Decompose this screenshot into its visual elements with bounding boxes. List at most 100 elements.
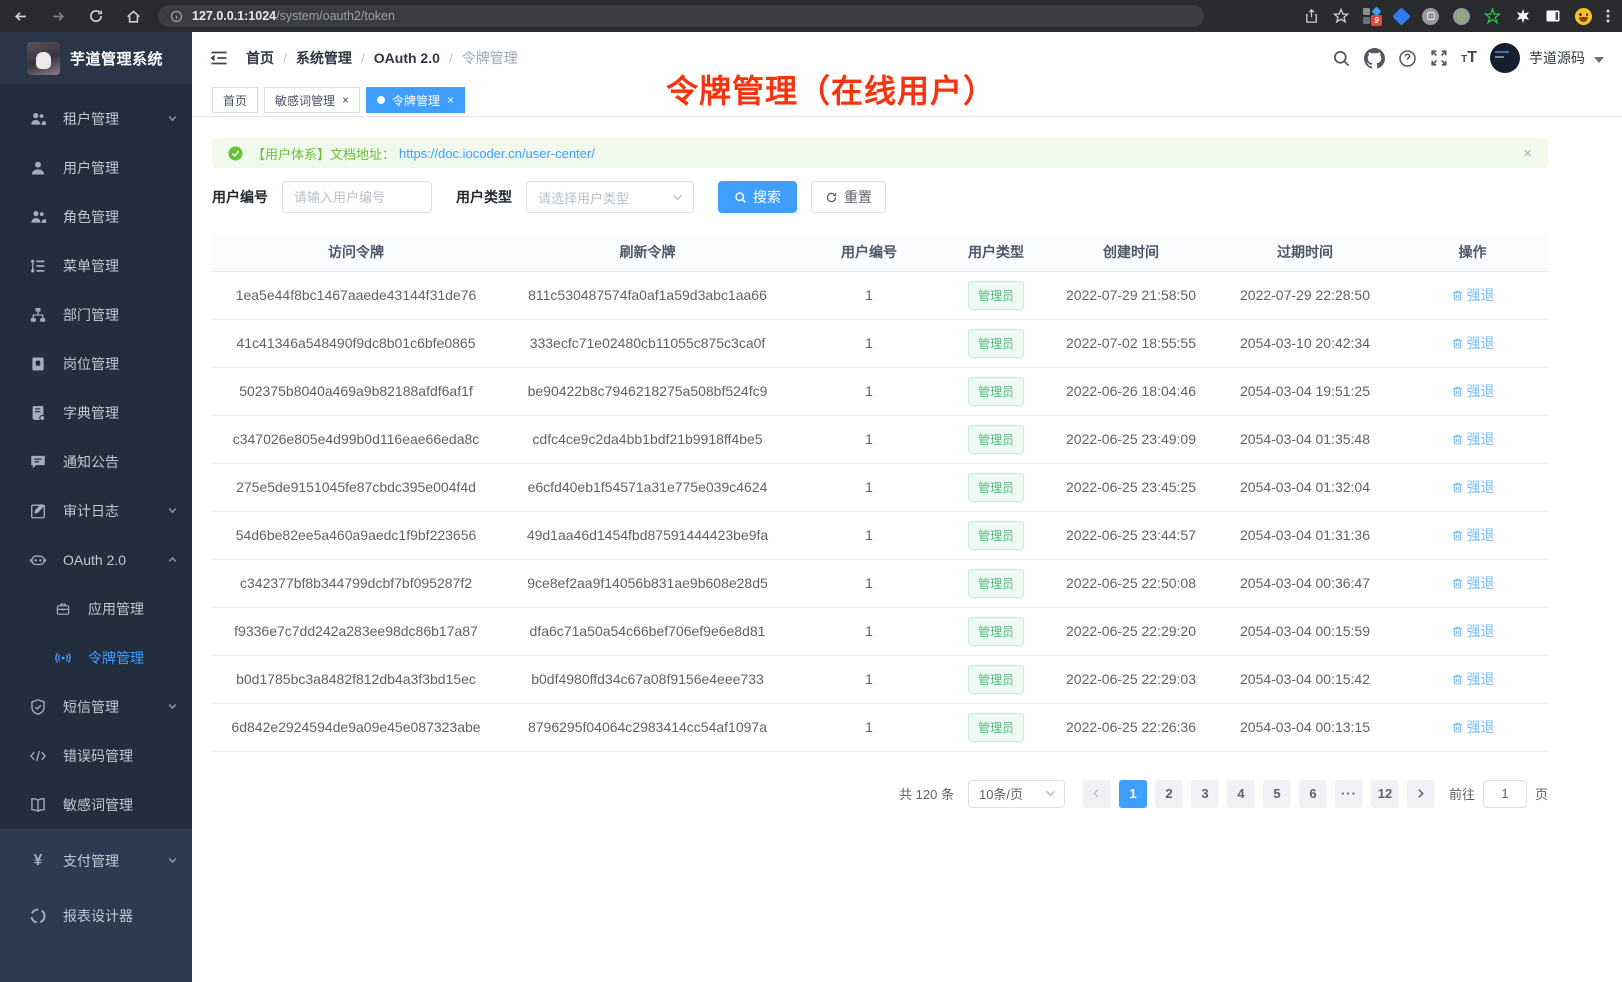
help-icon[interactable]: [1398, 49, 1417, 68]
sidebar-item-oauth2-token[interactable]: 令牌管理: [0, 633, 192, 682]
breadcrumb-item[interactable]: OAuth 2.0: [373, 50, 440, 66]
sidebar-toggle-extension-icon[interactable]: [1545, 8, 1561, 24]
tab-令牌管理[interactable]: 令牌管理 ×: [366, 87, 466, 113]
breadcrumb-item[interactable]: 首页: [246, 50, 274, 66]
sidebar-item-notice[interactable]: 通知公告: [0, 437, 192, 486]
user-type-badge: 管理员: [967, 712, 1024, 742]
force-logout-button[interactable]: 强退: [1451, 381, 1495, 401]
force-logout-button[interactable]: 强退: [1451, 429, 1495, 449]
doc-link[interactable]: https://doc.iocoder.cn/user-center/: [399, 145, 595, 161]
force-logout-button[interactable]: 强退: [1451, 477, 1495, 497]
collapse-sidebar-icon[interactable]: [209, 48, 229, 68]
browser-home-icon[interactable]: [125, 8, 142, 25]
breadcrumb-item[interactable]: 系统管理: [295, 50, 352, 66]
tab-label: 令牌管理: [392, 93, 441, 108]
user-type-badge: 管理员: [967, 664, 1024, 694]
page-ellipsis[interactable]: ···: [1334, 779, 1363, 808]
trash-icon: [1451, 385, 1464, 398]
tab-close-icon[interactable]: ×: [447, 93, 455, 107]
browser-bar: 127.0.0.1:1024/system/oauth2/token 9: [0, 0, 1622, 32]
prev-page-button[interactable]: [1082, 779, 1111, 808]
sidebar-item-label: 用户管理: [63, 159, 119, 176]
expire-time-cell: 2054-03-04 00:13:15: [1213, 703, 1397, 752]
success-check-icon: [228, 145, 243, 161]
sidebar-item-report-designer[interactable]: 报表设计器: [0, 888, 192, 943]
sidebar-item-menu[interactable]: 菜单管理: [0, 241, 192, 290]
sidebar-item-post[interactable]: 岗位管理: [0, 339, 192, 388]
user-type-select[interactable]: 请选择用户类型: [526, 181, 694, 213]
sidebar-item-oauth2-app[interactable]: 应用管理: [0, 584, 192, 633]
app-logo[interactable]: 芋道管理系统: [0, 32, 192, 84]
page-content: 【用户体系】文档地址： https://doc.iocoder.cn/user-…: [192, 117, 1622, 982]
sidebar-item-audit-log[interactable]: 审计日志: [0, 486, 192, 535]
next-page-button[interactable]: [1406, 779, 1435, 808]
emoji-extension-icon[interactable]: [1575, 7, 1592, 25]
sidebar-item-sms[interactable]: 短信管理: [0, 682, 192, 731]
fullscreen-icon[interactable]: [1430, 49, 1448, 67]
bookmark-star-icon[interactable]: [1333, 8, 1349, 24]
force-logout-button[interactable]: 强退: [1451, 285, 1495, 305]
force-logout-button[interactable]: 强退: [1451, 621, 1495, 641]
table-row: 6d842e2924594de9a09e45e087323abe 8796295f…: [212, 703, 1548, 752]
refresh-token-cell: 333ecfc71e02480cb11055c875c3ca0f: [500, 319, 795, 368]
oauth-icon: [29, 551, 47, 569]
site-info-icon[interactable]: [170, 10, 183, 23]
page-button-6[interactable]: 6: [1298, 779, 1327, 808]
tab-close-icon[interactable]: ×: [342, 93, 350, 107]
access-token-cell: 6d842e2924594de9a09e45e087323abe: [212, 703, 500, 752]
dot-extension-icon[interactable]: [1453, 7, 1470, 25]
page-size-select[interactable]: 10条/页: [967, 779, 1065, 808]
tab-敏感词管理[interactable]: 敏感词管理 ×: [264, 87, 361, 113]
green-star-extension-icon[interactable]: [1484, 7, 1501, 25]
sidebar-item-dict[interactable]: 字典管理: [0, 388, 192, 437]
force-logout-button[interactable]: 强退: [1451, 525, 1495, 545]
sidebar-item-sensitive-word[interactable]: 敏感词管理: [0, 780, 192, 829]
page-button-5[interactable]: 5: [1262, 779, 1291, 808]
sidebar-item-user[interactable]: 用户管理: [0, 143, 192, 192]
search-button[interactable]: 搜索: [718, 181, 797, 213]
dict-icon: [29, 404, 47, 422]
user-type-badge: 管理员: [967, 616, 1024, 646]
table-row: 1ea5e44f8bc1467aaede43144f31de76 811c5304…: [212, 271, 1548, 320]
page-button-4[interactable]: 4: [1226, 779, 1255, 808]
page-button-12[interactable]: 12: [1370, 779, 1399, 808]
sidebar-item-pay[interactable]: ¥ 支付管理: [0, 833, 192, 888]
goto-page-input[interactable]: [1482, 779, 1527, 808]
gem-extension-icon[interactable]: [1392, 6, 1411, 26]
alert-close-icon[interactable]: ×: [1523, 144, 1532, 162]
user-type-badge: 管理员: [967, 280, 1024, 310]
pinwheel-extension-icon[interactable]: [1515, 8, 1531, 24]
command-extension-icon[interactable]: [1422, 7, 1439, 25]
force-logout-button[interactable]: 强退: [1451, 717, 1495, 737]
browser-menu-icon[interactable]: [1606, 8, 1610, 24]
force-logout-button[interactable]: 强退: [1451, 669, 1495, 689]
sidebar-item-tenant[interactable]: 租户管理: [0, 94, 192, 143]
page-button-3[interactable]: 3: [1190, 779, 1219, 808]
action-cell: 强退: [1397, 271, 1548, 320]
extension-grid-icon[interactable]: 9: [1363, 6, 1382, 26]
refresh-token-cell: dfa6c71a50a54c66bef706ef9e6e8d81: [500, 607, 795, 656]
sidebar-item-error-code[interactable]: 错误码管理: [0, 731, 192, 780]
breadcrumb-separator: /: [283, 50, 287, 66]
user-menu[interactable]: 芋道源码: [1490, 43, 1604, 73]
search-icon[interactable]: [1332, 49, 1351, 68]
share-icon[interactable]: [1304, 8, 1319, 24]
reset-button[interactable]: 重置: [811, 181, 886, 213]
tab-首页[interactable]: 首页: [212, 87, 259, 113]
page-button-2[interactable]: 2: [1154, 779, 1183, 808]
sidebar-item-role[interactable]: 角色管理: [0, 192, 192, 241]
sidebar-item-dept[interactable]: 部门管理: [0, 290, 192, 339]
browser-reload-icon[interactable]: [88, 8, 104, 24]
browser-forward-icon[interactable]: [50, 8, 67, 25]
user-id-input[interactable]: [282, 181, 432, 213]
breadcrumb-separator: /: [448, 50, 453, 66]
expire-time-cell: 2022-07-29 22:28:50: [1213, 271, 1397, 320]
force-logout-button[interactable]: 强退: [1451, 573, 1495, 593]
github-icon[interactable]: [1364, 47, 1386, 69]
page-button-1[interactable]: 1: [1118, 779, 1147, 808]
address-bar[interactable]: 127.0.0.1:1024/system/oauth2/token: [158, 5, 1204, 27]
browser-back-icon[interactable]: [12, 8, 29, 25]
sidebar-item-oauth2[interactable]: OAuth 2.0: [0, 535, 192, 584]
force-logout-button[interactable]: 强退: [1451, 333, 1495, 353]
